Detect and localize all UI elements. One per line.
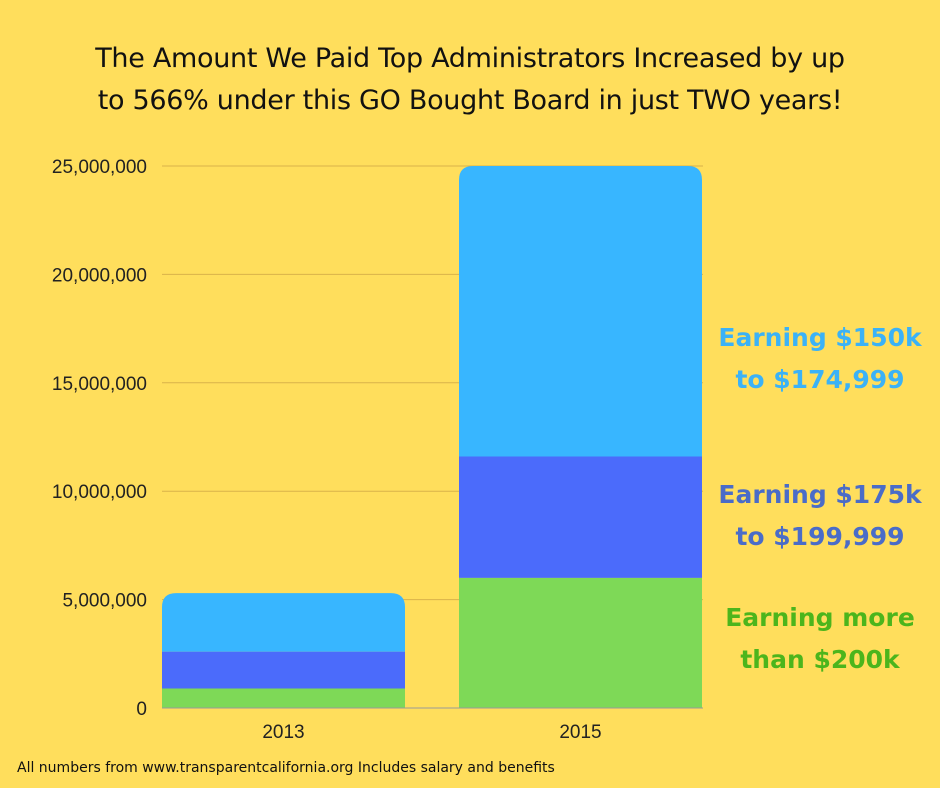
bar-segment-2013-2 [162,593,405,652]
chart-title: The Amount We Paid Top Administrators In… [0,38,940,122]
legend-150k-line-2: to $174,999 [735,365,905,394]
axes: 0 5,000,000 10,000,000 15,000,000 20,000,000… [52,157,703,743]
bar-segment-2015-0 [459,577,702,708]
bar-segment-2015-1 [459,456,702,578]
x-tick-label: 2015 [559,722,601,743]
legend-175k-line-1: Earning $175k [718,480,922,509]
bar-segment-2013-0 [162,688,405,708]
y-tick-label: 0 [136,699,147,720]
source-footnote: All numbers from www.transparentcaliforn… [17,760,555,776]
legend-200k-line-1: Earning more [725,603,915,632]
y-tick-label: 15,000,000 [52,374,147,395]
y-tick-label: 25,000,000 [52,157,147,178]
legend-150k-line-1: Earning $150k [718,323,922,352]
legend-200k-line-2: than $200k [740,645,900,674]
y-tick-label: 10,000,000 [52,482,147,503]
legend-entry-150k: Earning $150k to $174,999 [700,317,940,401]
chart-title-line-2: to 566% under this GO Bought Board in ju… [97,85,843,116]
legend-entry-200k: Earning more than $200k [700,597,940,681]
bar-segment-2013-1 [162,651,405,689]
chart-title-line-1: The Amount We Paid Top Administrators In… [95,43,845,74]
y-tick-label: 20,000,000 [52,265,147,286]
y-tick-label: 5,000,000 [62,591,147,612]
legend-175k-line-2: to $199,999 [735,522,905,551]
bars [162,166,702,708]
legend-entry-175k: Earning $175k to $199,999 [700,474,940,558]
x-tick-label: 2013 [262,722,304,743]
bar-segment-2015-2 [459,166,702,457]
